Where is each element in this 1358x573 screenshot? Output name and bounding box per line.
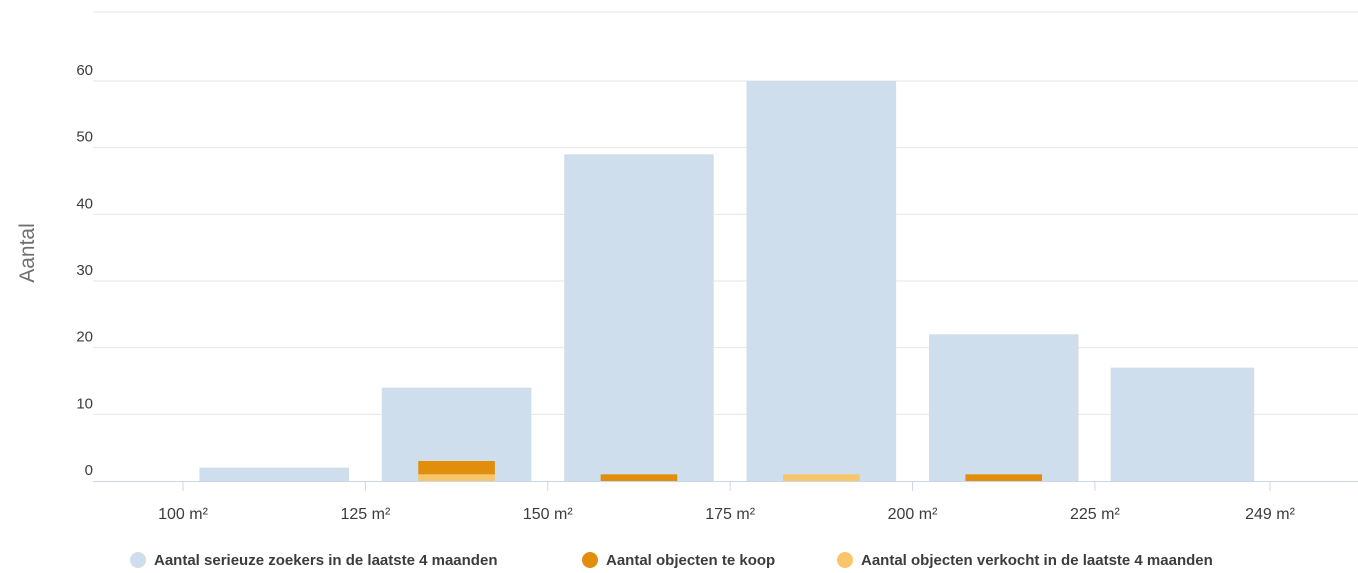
legend[interactable]: Aantal serieuze zoekers in de laatste 4 … (130, 552, 1213, 569)
y-tick-label: 30 (76, 262, 93, 279)
bar-verkocht (783, 474, 860, 481)
bar-te-koop (600, 474, 678, 481)
legend-marker (582, 552, 598, 568)
legend-label: Aantal objecten te koop (606, 552, 775, 569)
legend-marker (130, 552, 146, 568)
x-tick-label: 225 m² (1070, 506, 1120, 523)
y-tick-label: 40 (76, 195, 93, 212)
bar-zoekers (746, 81, 897, 481)
legend-label: Aantal serieuze zoekers in de laatste 4 … (154, 552, 497, 569)
y-tick-label: 20 (76, 329, 93, 346)
legend-item[interactable]: Aantal objecten te koop (582, 552, 775, 569)
y-tick-label: 50 (76, 129, 93, 146)
bars (199, 81, 1255, 482)
legend-item[interactable]: Aantal objecten verkocht in de laatste 4… (837, 552, 1213, 569)
x-tick-label: 150 m² (523, 506, 573, 523)
x-axis: 100 m² 125 m² 150 m² 175 m² 200 m² 225 m² 249 … (93, 481, 1358, 523)
grid-lines (93, 11, 1358, 415)
bar-zoekers (1110, 367, 1255, 481)
y-axis-title: Aantal (16, 223, 39, 283)
bar-zoekers (199, 467, 349, 481)
y-tick-label: 0 (85, 462, 93, 479)
bar-zoekers (564, 154, 714, 482)
bar-te-koop (418, 461, 495, 475)
legend-marker (837, 552, 853, 568)
x-tick-label: 200 m² (888, 506, 938, 523)
y-axis-tick-labels: 0 10 20 30 40 50 60 (76, 62, 93, 479)
legend-label: Aantal objecten verkocht in de laatste 4… (861, 552, 1213, 569)
y-tick-label: 10 (76, 395, 93, 412)
x-tick-label: 175 m² (705, 506, 755, 523)
bar-verkocht (418, 474, 495, 481)
x-tick-label: 249 m² (1245, 506, 1295, 523)
bar-te-koop (965, 474, 1043, 481)
x-tick-label: 100 m² (158, 506, 208, 523)
legend-item[interactable]: Aantal serieuze zoekers in de laatste 4 … (130, 552, 497, 569)
bar-zoekers (928, 334, 1079, 481)
x-tick-label: 125 m² (340, 506, 390, 523)
y-tick-label: 60 (76, 62, 93, 79)
